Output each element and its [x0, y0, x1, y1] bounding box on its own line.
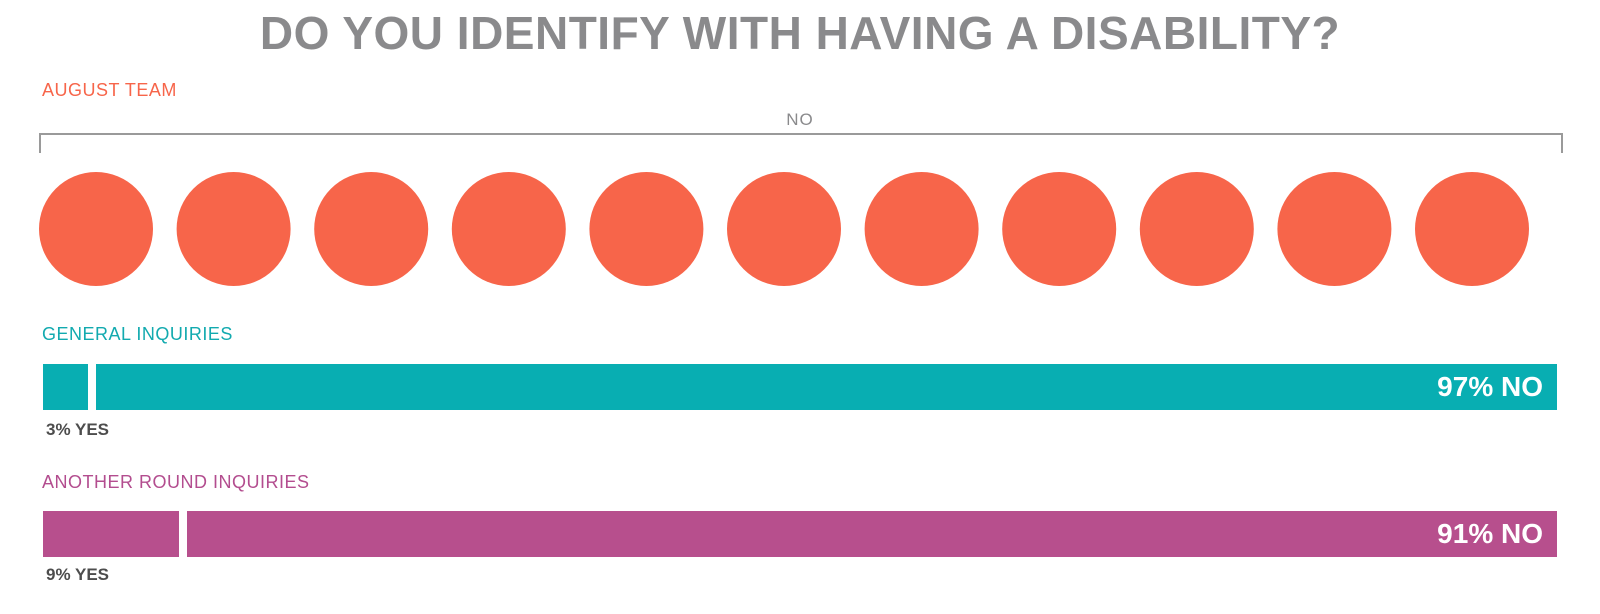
- chart-title: DO YOU IDENTIFY WITH HAVING A DISABILITY…: [259, 7, 1341, 59]
- another-round-inquiries-label: ANOTHER ROUND INQUIRIES: [42, 472, 310, 492]
- general-no-label: 97% NO: [1437, 371, 1543, 402]
- person-dot: [1277, 172, 1392, 286]
- person-dot: [589, 172, 704, 286]
- bracket-label: NO: [786, 110, 814, 129]
- general-yes-segment: [43, 364, 88, 410]
- general-inquiries-label: GENERAL INQUIRIES: [42, 324, 233, 344]
- person-dot: [1139, 172, 1254, 286]
- august-team-dots: [39, 172, 1529, 286]
- general-inquiries-bar: 97% NO: [43, 364, 1557, 410]
- person-dot: [176, 172, 291, 286]
- no-bracket: [39, 133, 1563, 153]
- another-yes-label: 9% YES: [46, 565, 110, 584]
- person-dot: [727, 172, 841, 286]
- general-yes-label: 3% YES: [46, 420, 110, 439]
- person-dot: [39, 172, 153, 286]
- person-dot: [1002, 172, 1117, 286]
- person-dot: [864, 172, 979, 286]
- another-round-inquiries-bar: 91% NO: [43, 511, 1557, 557]
- august-team-label: AUGUST TEAM: [42, 80, 177, 100]
- person-dot: [314, 172, 429, 286]
- another-no-label: 91% NO: [1437, 518, 1543, 549]
- general-no-segment: 97% NO: [96, 364, 1557, 410]
- another-no-segment: 91% NO: [187, 511, 1557, 557]
- another-yes-segment: [43, 511, 179, 557]
- person-dot: [451, 172, 566, 286]
- person-dot: [1415, 172, 1529, 286]
